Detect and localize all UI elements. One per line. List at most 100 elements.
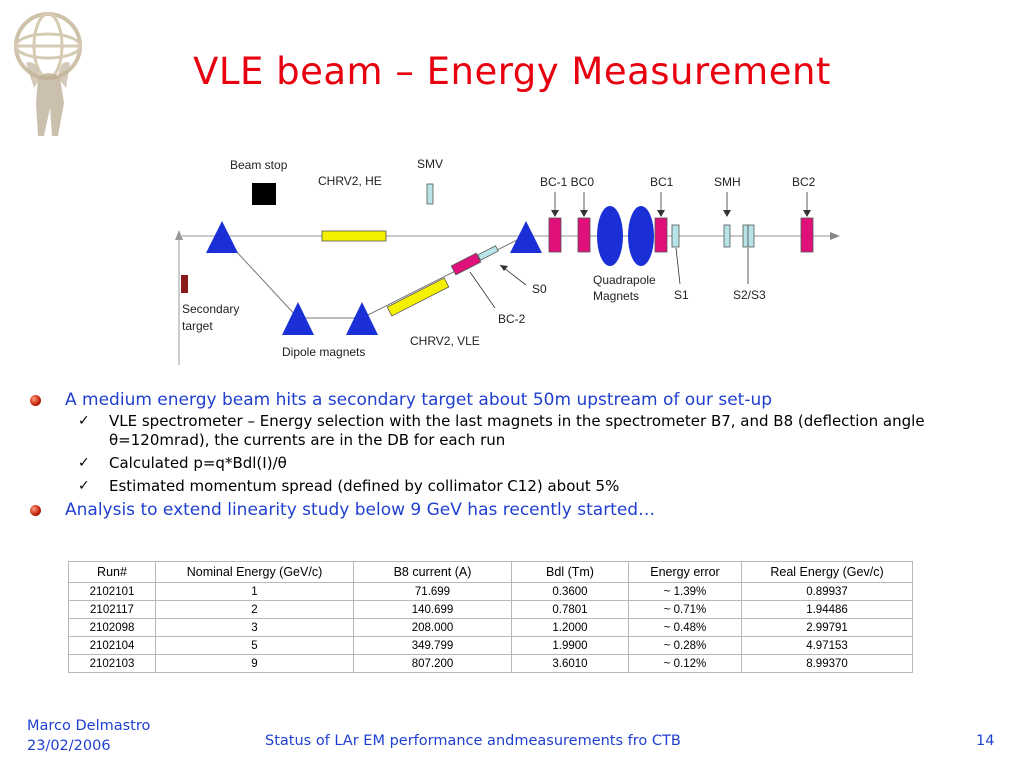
table-cell: 349.799 <box>353 636 512 655</box>
bc1-arrowhead <box>657 210 665 217</box>
table-cell: ~ 0.48% <box>628 618 742 637</box>
column-header: Nominal Energy (GeV/c) <box>155 561 354 583</box>
footer-author-block: Marco Delmastro 23/02/2006 <box>27 716 150 756</box>
column-header: Run# <box>68 561 156 583</box>
column-header: Bdl (Tm) <box>511 561 629 583</box>
bc0-chamber <box>577 217 591 253</box>
bc1-chamber <box>654 217 668 253</box>
checkmark-icon: ✓ <box>78 455 90 471</box>
footer-author: Marco Delmastro <box>27 718 151 734</box>
bc2-chamber <box>800 217 814 253</box>
s0-arrowhead <box>500 265 508 271</box>
smh-scintillator <box>723 224 731 248</box>
table-cell: 0.7801 <box>511 600 629 619</box>
sub-bullet-item: ✓ VLE spectrometer – Energy selection wi… <box>28 412 988 450</box>
bc-1-bc0-label: BC-1 BC0 <box>540 175 594 189</box>
bc2-label: BC2 <box>792 175 816 189</box>
column-header: Energy error <box>628 561 742 583</box>
s0-label: S0 <box>532 282 547 296</box>
dipole-magnet-2 <box>282 302 314 335</box>
bc-2-label: BC-2 <box>498 312 526 326</box>
chrv2-he-label: CHRV2, HE <box>318 174 382 188</box>
dipole-magnet-3 <box>346 302 378 335</box>
s2s3-label: S2/S3 <box>733 288 766 302</box>
beam-stop <box>252 183 276 205</box>
table-row: 2102098 3 208.000 1.2000 ~ 0.48% 2.99791 <box>68 618 913 637</box>
footer-center-text: Status of LAr EM performance andmeasurem… <box>265 733 681 749</box>
bullet-text: Analysis to extend linearity study below… <box>65 500 656 520</box>
table-row: 2102103 9 807.200 3.6010 ~ 0.12% 8.99370 <box>68 654 913 673</box>
atlas-logo <box>14 12 82 136</box>
table-cell: ~ 0.71% <box>628 600 742 619</box>
smh-arrowhead <box>723 210 731 217</box>
bc-2-pointer <box>469 271 496 309</box>
chrv2-vle-label: CHRV2, VLE <box>410 334 480 348</box>
quadrapole-label-2: Magnets <box>593 289 639 303</box>
beamline-diagram: Secondary target Dipole magnets Beam sto… <box>175 157 840 365</box>
table-cell: ~ 0.12% <box>628 654 742 673</box>
table-row: 2102101 1 71.699 0.3600 ~ 1.39% 0.89937 <box>68 582 913 601</box>
quadrupole-magnet-2 <box>628 206 654 266</box>
page-number: 14 <box>976 733 995 749</box>
table-cell: 3 <box>155 618 354 637</box>
s2-scintillator <box>742 224 749 248</box>
smv-label: SMV <box>417 157 443 171</box>
table-cell: 2102104 <box>68 636 156 655</box>
table-cell: 2.99791 <box>741 618 913 637</box>
table-cell: 0.89937 <box>741 582 913 601</box>
dipole-magnet-4 <box>510 221 542 253</box>
secondary-target <box>181 275 188 293</box>
table-row: 2102117 2 140.699 0.7801 ~ 0.71% 1.94486 <box>68 600 913 619</box>
table-cell: 71.699 <box>353 582 512 601</box>
dipole-magnet-1 <box>206 221 238 253</box>
bc-2-chamber <box>450 252 482 276</box>
secondary-target-label-2: target <box>182 319 213 333</box>
s1-label: S1 <box>674 288 689 302</box>
table-cell: 1.2000 <box>511 618 629 637</box>
quadrapole-label-1: Quadrapole <box>593 273 656 287</box>
s3-scintillator <box>747 224 755 248</box>
checkmark-icon: ✓ <box>78 478 90 494</box>
sub-bullet-item: ✓ Calculated p=q*Bdl(I)/θ <box>28 454 988 473</box>
table-cell: 807.200 <box>353 654 512 673</box>
table-cell: 2102101 <box>68 582 156 601</box>
table-cell: 9 <box>155 654 354 673</box>
column-header: Real Energy (Gev/c) <box>741 561 913 583</box>
table-cell: 5 <box>155 636 354 655</box>
secondary-target-label-1: Secondary <box>182 302 239 316</box>
table-cell: ~ 1.39% <box>628 582 742 601</box>
s1-scintillator <box>671 224 680 248</box>
bullet-text: A medium energy beam hits a secondary ta… <box>65 390 773 410</box>
bullet-list: A medium energy beam hits a secondary ta… <box>28 390 988 522</box>
bc0-arrowhead <box>580 210 588 217</box>
bc2-arrowhead <box>803 210 811 217</box>
table-cell: 8.99370 <box>741 654 913 673</box>
smh-label: SMH <box>714 175 741 189</box>
bullet-item: A medium energy beam hits a secondary ta… <box>28 390 988 410</box>
sub-bullet-text: VLE spectrometer – Energy selection with… <box>109 412 925 449</box>
bc-1-arrowhead <box>551 210 559 217</box>
table-cell: 2102098 <box>68 618 156 637</box>
dipole-magnets-label: Dipole magnets <box>282 345 365 359</box>
table-cell: 140.699 <box>353 600 512 619</box>
table-row: 2102104 5 349.799 1.9900 ~ 0.28% 4.97153 <box>68 636 913 655</box>
table-cell: 4.97153 <box>741 636 913 655</box>
sub-bullet-text: Estimated momentum spread (defined by co… <box>109 477 620 495</box>
column-header: B8 current (A) <box>353 561 512 583</box>
sub-bullet-item: ✓ Estimated momentum spread (defined by … <box>28 477 988 496</box>
checkmark-icon: ✓ <box>78 413 90 429</box>
s0-scintillator <box>477 245 499 261</box>
beamline-lower-branch-3 <box>361 235 526 319</box>
table-cell: 2102117 <box>68 600 156 619</box>
table-cell: ~ 0.28% <box>628 636 742 655</box>
table-cell: 2 <box>155 600 354 619</box>
bc-1-chamber <box>548 217 562 253</box>
quadrupole-magnet-1 <box>597 206 623 266</box>
chrv2-vle-collimator <box>386 277 450 317</box>
chrv2-he-collimator <box>321 230 387 242</box>
table-cell: 1.9900 <box>511 636 629 655</box>
table-header-row: Run# Nominal Energy (GeV/c) B8 current (… <box>68 561 913 583</box>
table-cell: 3.6010 <box>511 654 629 673</box>
table-cell: 1 <box>155 582 354 601</box>
sub-bullet-text: Calculated p=q*Bdl(I)/θ <box>109 454 287 472</box>
